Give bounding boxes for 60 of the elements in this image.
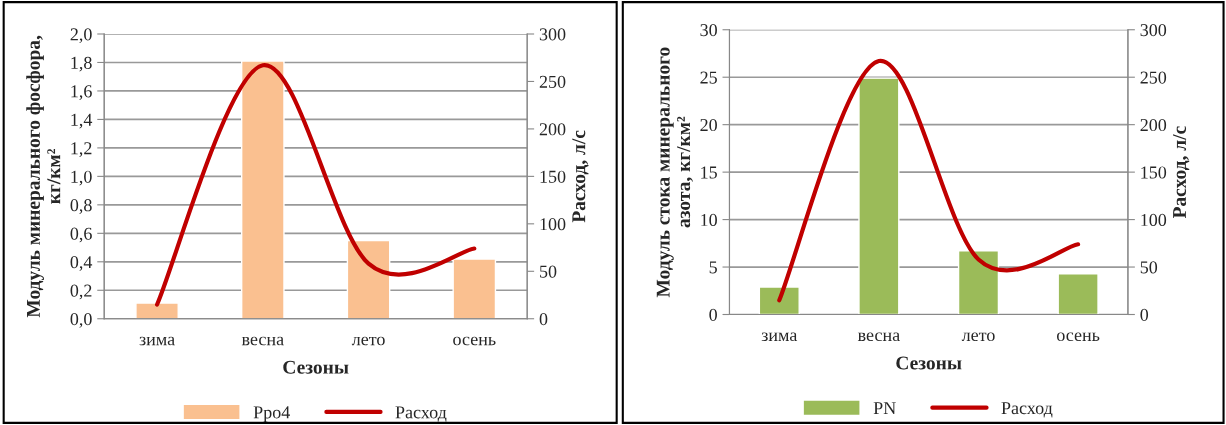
y2-axis-title: Расход, л/с: [572, 130, 589, 223]
x-tick-label: зима: [761, 332, 798, 342]
x-tick-label: лето: [961, 332, 995, 342]
y-tick-label: 25: [700, 71, 717, 84]
y2-tick-label: 250: [539, 75, 566, 88]
line-series: [777, 58, 1081, 303]
y-tick-label: 0: [709, 308, 717, 321]
y-tick-label: 0,0: [70, 313, 92, 328]
bar: [240, 60, 285, 319]
y-tick-label: 1,4: [71, 113, 93, 129]
y-tick-label: 0,4: [70, 256, 93, 271]
x-axis-title: Сезоны: [896, 356, 962, 370]
y-tick-label: 0,6: [70, 227, 92, 243]
bar: [758, 286, 800, 315]
legend-label: Рро4: [253, 406, 290, 423]
y2-tick-label: 300: [539, 28, 566, 41]
bar: [957, 250, 1000, 315]
x-tick-label: осень: [453, 336, 496, 346]
x-tick-label: весна: [241, 336, 284, 346]
bar: [858, 77, 900, 315]
legend-label: PN: [873, 402, 896, 414]
legend-label: Расход: [395, 406, 447, 422]
y2-tick-label: 200: [539, 123, 566, 136]
y2-tick-label: 100: [540, 218, 566, 231]
x-tick-label: осень: [1056, 332, 1100, 342]
y-tick-label: 2,0: [70, 28, 92, 44]
y2-tick-label: 50: [540, 265, 557, 278]
line-series: [154, 63, 477, 307]
y2-tick-label: 300: [1140, 24, 1167, 37]
x-tick-label: зима: [139, 336, 175, 346]
y2-tick-label: 50: [1140, 261, 1158, 274]
y-tick-label: 1,2: [71, 142, 92, 157]
y2-tick-label: 0: [1140, 308, 1149, 321]
y2-axis-title: Расход, л/с: [1173, 126, 1190, 219]
y-tick-label: 15: [701, 166, 717, 179]
y-tick-label: 1,0: [71, 170, 92, 186]
legend-label: Расход: [1001, 402, 1053, 418]
y-tick-label: 0,8: [70, 199, 92, 214]
y-axis-title: Модуль стока минерального азота, кг/км²: [656, 47, 693, 298]
y2-tick-label: 150: [1141, 166, 1167, 179]
y2-tick-label: 250: [1140, 71, 1167, 84]
x-axis-title: Сезоны: [283, 360, 349, 374]
y2-tick-label: 150: [540, 170, 566, 183]
y-tick-label: 20: [700, 118, 717, 132]
bar: [135, 302, 179, 319]
y-tick-label: 30: [700, 24, 717, 37]
y2-tick-label: 200: [1140, 118, 1167, 132]
bar: [1057, 272, 1099, 315]
y-tick-label: 1,8: [71, 56, 92, 72]
y2-tick-label: 100: [1141, 213, 1167, 227]
x-tick-label: лето: [351, 336, 385, 346]
y-tick-label: 1,6: [71, 85, 92, 100]
bar: [346, 239, 391, 319]
y-axis-title: Модуль минерального фосфора, кг/км²: [26, 35, 61, 318]
bar: [452, 258, 497, 319]
y-tick-label: 5: [709, 261, 717, 274]
y-tick-label: 0,2: [70, 284, 92, 300]
y-tick-label: 10: [701, 213, 717, 227]
y2-tick-label: 0: [539, 313, 548, 326]
x-tick-label: весна: [857, 332, 900, 342]
